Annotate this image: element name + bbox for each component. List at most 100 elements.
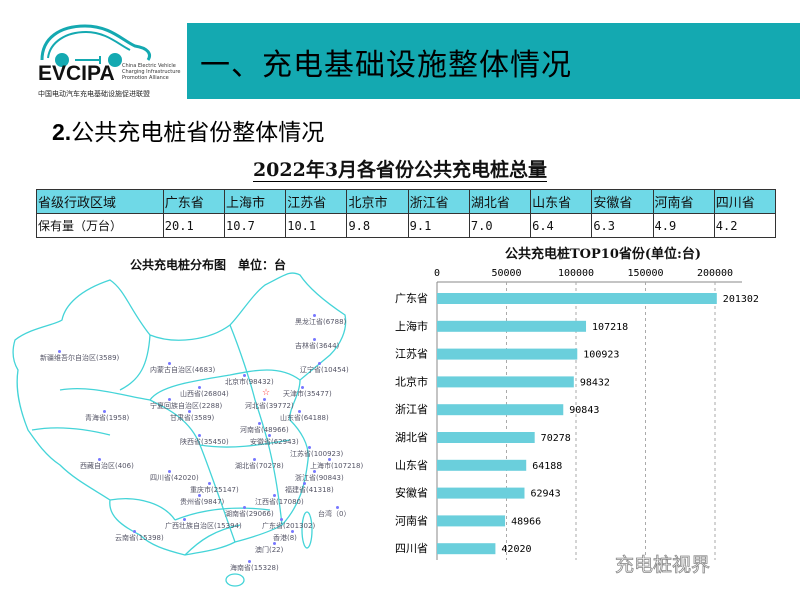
bar xyxy=(437,432,535,443)
category-label: 广东省 xyxy=(395,292,428,305)
x-tick-label: 0 xyxy=(434,268,440,279)
map-dot xyxy=(58,350,61,353)
data-label: 70278 xyxy=(541,433,571,444)
bar xyxy=(437,348,578,360)
bar xyxy=(437,293,717,304)
watermark: 充电桩视界 xyxy=(615,554,711,577)
map-dot xyxy=(253,458,256,461)
map-label: 海南省(15328) xyxy=(230,564,279,572)
table-cell: 10.7 xyxy=(223,213,287,238)
data-label: 107218 xyxy=(592,322,628,333)
table-row: 保有量（万台） 20.1 10.7 10.1 9.8 9.1 7.0 6.4 6.3 4.9 4.2 xyxy=(36,213,777,238)
map-label: 四川省(42020) xyxy=(150,474,199,482)
x-tick-label: 200000 xyxy=(697,268,733,279)
category-label: 湖北省 xyxy=(395,431,428,444)
bar xyxy=(437,459,527,471)
map-dot xyxy=(280,518,283,521)
map-dot xyxy=(313,338,316,341)
map-label: 辽宁省(10454) xyxy=(300,366,349,374)
header-bar xyxy=(187,23,800,99)
map-dot xyxy=(318,362,321,365)
column-header: 安徽省 xyxy=(591,189,654,214)
map-dot xyxy=(268,434,271,437)
logo-english: China Electric Vehicle Charging Infrastr… xyxy=(122,63,181,81)
table-cell: 4.9 xyxy=(652,213,715,238)
map-dot xyxy=(243,506,246,509)
column-header: 浙江省 xyxy=(407,189,470,214)
map-outline: ☆ xyxy=(12,272,347,587)
map-dot xyxy=(263,398,266,401)
logo-chinese: 中国电动汽车充电基础设施促进联盟 xyxy=(38,90,150,98)
map-dot xyxy=(313,314,316,317)
column-header: 北京市 xyxy=(346,189,409,214)
table-cell: 10.1 xyxy=(285,213,348,238)
row-label: 保有量（万台） xyxy=(36,213,164,238)
x-tick-label: 150000 xyxy=(627,268,663,279)
map-dot xyxy=(273,494,276,497)
bar xyxy=(437,404,564,416)
category-label: 江苏省 xyxy=(395,348,428,361)
map-label: 宁夏回族自治区(2288) xyxy=(150,402,223,410)
map-dot xyxy=(198,434,201,437)
map-dot xyxy=(258,422,261,425)
bar xyxy=(437,376,574,388)
map-label: 福建省(41318) xyxy=(285,486,334,494)
map-dot xyxy=(248,560,251,563)
map-label: 湖南省(29066) xyxy=(225,510,274,518)
data-label: 90843 xyxy=(569,405,599,416)
category-label: 安徽省 xyxy=(395,486,428,500)
map-label: 湖北省(70278) xyxy=(235,462,284,470)
map-label: 黑龙江省(6788) xyxy=(295,318,347,326)
map-label: 山东省(64188) xyxy=(280,414,329,422)
category-label: 四川省 xyxy=(395,542,428,555)
bar xyxy=(437,515,506,527)
section-number: 2. xyxy=(52,119,72,145)
map-dot xyxy=(168,470,171,473)
column-header: 河南省 xyxy=(652,189,715,214)
map-dot xyxy=(336,506,339,509)
map-label: 西藏自治区(406) xyxy=(80,462,134,470)
map-label: 北京市(98432) xyxy=(225,378,274,386)
map-label: 广西壮族自治区(15394) xyxy=(165,522,242,530)
map-dot xyxy=(183,518,186,521)
category-label: 上海市 xyxy=(395,319,428,333)
section-subtitle: 2.公共充电桩省份整体情况 xyxy=(52,113,324,147)
table-cell: 7.0 xyxy=(468,213,532,238)
category-label: 北京市 xyxy=(395,374,428,388)
table-cell: 9.8 xyxy=(346,213,409,238)
map-label: 贵州省(9847) xyxy=(180,498,225,506)
map-dot xyxy=(198,494,201,497)
china-map: ☆ 黑龙江省(6788) 吉林省(3644) 新疆维吾尔自治区(3589) 内蒙古自治… xyxy=(0,270,390,590)
map-label: 陕西省(35450) xyxy=(180,438,229,446)
bar-chart: 0 50000 100000 150000 200000 广东省 201302 上海市 1072… xyxy=(395,268,759,560)
category-label: 山东省 xyxy=(395,459,428,472)
map-label: 安徽省(62943) xyxy=(250,438,299,446)
data-label: 42020 xyxy=(501,544,531,555)
map-label: 甘肃省(3589) xyxy=(170,414,215,422)
map-label: 青海省(1958) xyxy=(85,414,130,422)
x-tick-label: 50000 xyxy=(491,268,521,279)
map-label: 广东省(201302) xyxy=(262,522,316,530)
map-label: 江西省(17080) xyxy=(255,498,304,506)
map-dot xyxy=(198,386,201,389)
bar xyxy=(437,543,496,555)
table-cell: 4.2 xyxy=(713,213,777,238)
beijing-star-icon: ☆ xyxy=(262,388,270,398)
table-cell: 20.1 xyxy=(162,213,226,238)
map-dot xyxy=(303,482,306,485)
map-title: 公共充电桩分布图 单位：台 xyxy=(130,258,287,272)
logo-wordmark: EVCIPA xyxy=(38,62,115,85)
category-label: 浙江省 xyxy=(395,403,428,416)
map-dot xyxy=(188,410,191,413)
map-label: 新疆维吾尔自治区(3589) xyxy=(40,354,120,362)
map-label: 香港(8) xyxy=(273,534,297,542)
data-label: 98432 xyxy=(580,377,610,388)
map-label: 云南省(15398) xyxy=(115,534,164,542)
map-dot xyxy=(243,374,246,377)
column-header: 湖北省 xyxy=(468,189,532,214)
map-label: 河南省(48966) xyxy=(240,426,289,434)
map-label: 重庆市(25147) xyxy=(190,486,239,494)
map-dot xyxy=(98,458,101,461)
map-dot xyxy=(298,410,301,413)
evcipa-logo xyxy=(40,24,151,67)
